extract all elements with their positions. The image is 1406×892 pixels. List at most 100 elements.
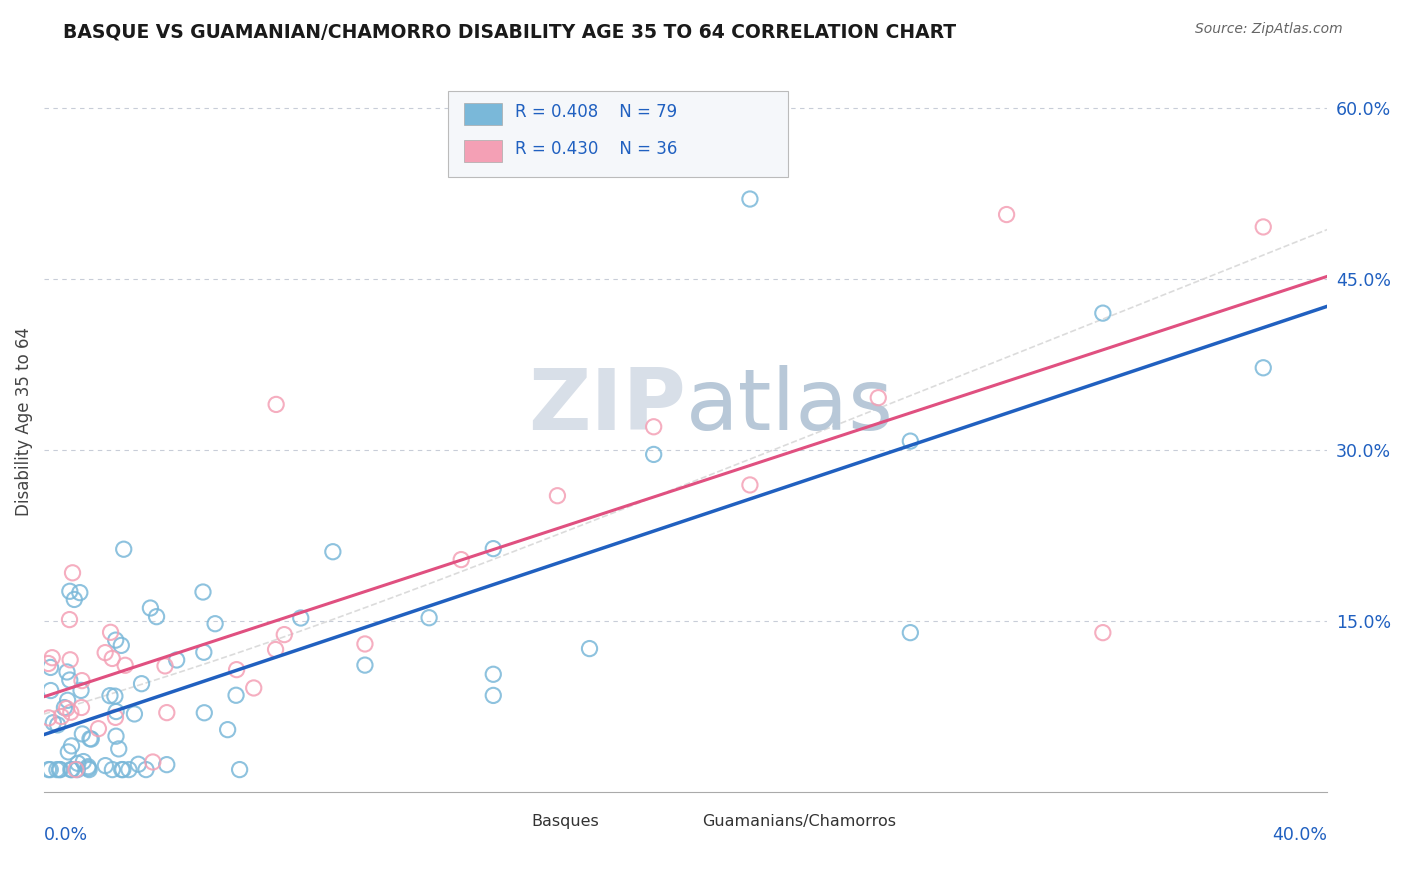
Point	[228, 763, 250, 777]
Point	[225, 663, 247, 677]
Point	[59, 706, 82, 720]
Bar	[666, 814, 695, 830]
Point	[354, 658, 377, 673]
Point	[41, 650, 63, 665]
Text: ZIP: ZIP	[529, 365, 686, 448]
Point	[1091, 625, 1114, 640]
Point	[546, 489, 568, 503]
Point	[77, 763, 100, 777]
Point	[145, 609, 167, 624]
Point	[118, 763, 141, 777]
Point	[1091, 306, 1114, 320]
Point	[60, 763, 83, 777]
Point	[39, 683, 62, 698]
Point	[70, 683, 93, 698]
Point	[193, 645, 215, 659]
Point	[72, 755, 94, 769]
Point	[898, 625, 921, 640]
Point	[142, 755, 165, 769]
Point	[37, 657, 59, 671]
Point	[37, 763, 59, 777]
Point	[66, 756, 89, 771]
Point	[59, 584, 82, 599]
Point	[135, 763, 157, 777]
Point	[80, 732, 103, 747]
Point	[77, 761, 100, 775]
Point	[290, 611, 312, 625]
Point	[273, 627, 295, 641]
Point	[643, 447, 665, 461]
Point	[156, 706, 179, 720]
Point	[66, 763, 89, 777]
Point	[1251, 360, 1274, 375]
Point	[101, 763, 124, 777]
Point	[738, 478, 761, 492]
Point	[738, 192, 761, 206]
Point	[51, 709, 73, 723]
Point	[55, 701, 77, 715]
Point	[242, 681, 264, 695]
Bar	[464, 103, 502, 125]
Text: R = 0.430    N = 36: R = 0.430 N = 36	[515, 140, 678, 159]
Point	[264, 397, 287, 411]
Point	[482, 541, 505, 556]
Point	[46, 718, 69, 732]
FancyBboxPatch shape	[449, 92, 789, 177]
Point	[53, 700, 76, 714]
Point	[127, 757, 149, 772]
Point	[1251, 219, 1274, 234]
Point	[100, 625, 122, 640]
Point	[59, 763, 82, 777]
Point	[77, 759, 100, 773]
Point	[578, 641, 600, 656]
Point	[45, 763, 67, 777]
Point	[354, 637, 377, 651]
Point	[70, 673, 93, 688]
Point	[62, 566, 84, 580]
Point	[104, 633, 127, 648]
Point	[87, 722, 110, 736]
Point	[63, 592, 86, 607]
Point	[39, 660, 62, 674]
Point	[56, 693, 79, 707]
Point	[65, 763, 87, 777]
Point	[111, 763, 134, 777]
Point	[322, 545, 344, 559]
Point	[107, 742, 129, 756]
Point	[94, 646, 117, 660]
Point	[70, 700, 93, 714]
Point	[42, 715, 65, 730]
Point	[450, 552, 472, 566]
Text: R = 0.408    N = 79: R = 0.408 N = 79	[515, 103, 678, 121]
Point	[166, 653, 188, 667]
Point	[264, 642, 287, 657]
Point	[643, 419, 665, 434]
Point	[868, 391, 890, 405]
Text: Guamanians/Chamorros: Guamanians/Chamorros	[703, 814, 897, 829]
Point	[156, 757, 179, 772]
Point	[193, 706, 215, 720]
Point	[48, 763, 70, 777]
Point	[49, 763, 72, 777]
Point	[59, 653, 82, 667]
Point	[153, 659, 176, 673]
Text: 0.0%: 0.0%	[44, 826, 89, 844]
Point	[217, 723, 239, 737]
Text: Basques: Basques	[531, 814, 599, 829]
Point	[111, 763, 134, 777]
Point	[114, 658, 136, 673]
Point	[58, 745, 80, 759]
Point	[898, 434, 921, 449]
Point	[94, 758, 117, 772]
Bar	[494, 814, 522, 830]
Point	[105, 705, 128, 719]
Point	[124, 706, 146, 721]
Point	[482, 689, 505, 703]
Y-axis label: Disability Age 35 to 64: Disability Age 35 to 64	[15, 327, 32, 516]
Point	[38, 711, 60, 725]
Text: 40.0%: 40.0%	[1272, 826, 1327, 844]
Text: atlas: atlas	[686, 365, 894, 448]
Point	[79, 731, 101, 746]
Point	[39, 763, 62, 777]
Point	[59, 673, 82, 687]
